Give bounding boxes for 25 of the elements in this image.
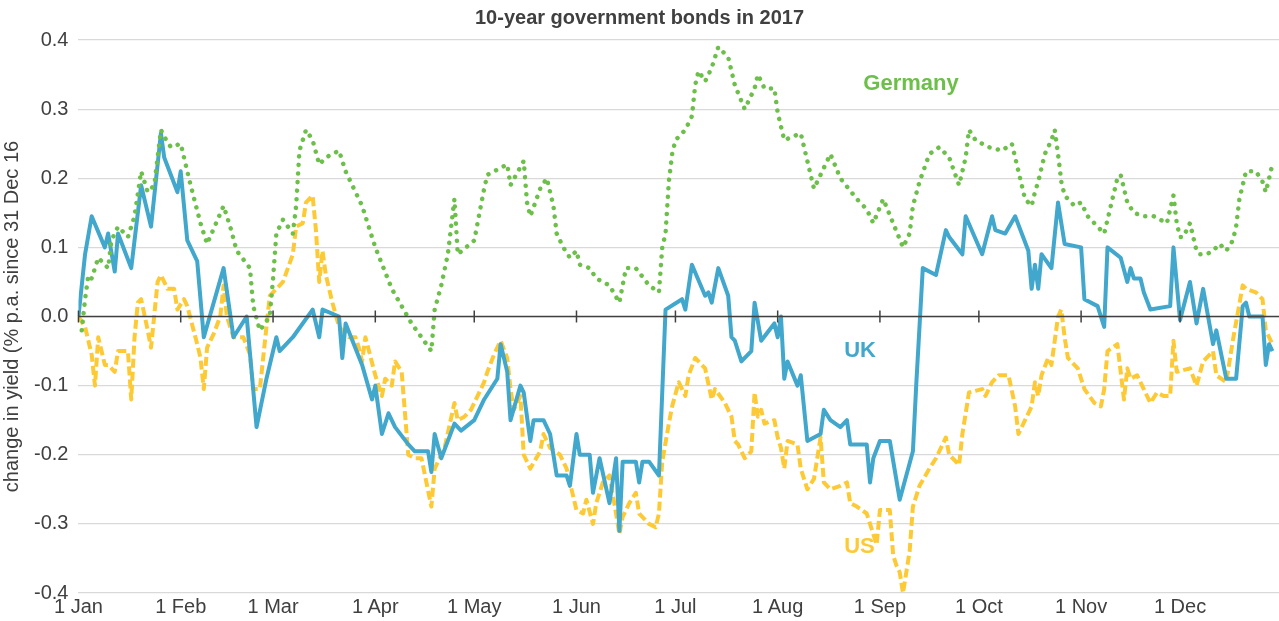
y-tick-label: 0.3 (40, 96, 69, 119)
y-tick-label: -0.3 (33, 511, 69, 534)
x-tick-label: 1 Jul (654, 594, 697, 617)
chart-title: 10-year government bonds in 2017 (474, 5, 805, 28)
y-tick-label: 0.1 (40, 234, 69, 257)
x-tick-label: 1 Mar (247, 594, 299, 617)
y-tick-label: -0.2 (33, 442, 69, 465)
y-tick-label: 0.2 (40, 165, 69, 188)
series-label: Germany (863, 69, 960, 95)
series-label: UK (844, 336, 877, 362)
y-tick-label: -0.1 (33, 373, 69, 396)
x-tick-label: 1 Dec (1153, 594, 1207, 617)
x-tick-label: 1 Apr (351, 594, 399, 617)
x-tick-label: 1 May (447, 594, 502, 617)
x-tick-label: 1 Oct (954, 594, 1004, 617)
y-axis-title: change in yield (% p.a. since 31 Dec 16 (0, 140, 22, 493)
x-tick-label: 1 Sep (853, 594, 907, 617)
line-series (78, 193, 1275, 593)
x-tick-label: 1 Feb (155, 594, 207, 617)
x-tick-label: 1 Aug (752, 594, 804, 617)
x-tick-label: 1 Jun (552, 594, 601, 617)
y-tick-label: 0.0 (40, 304, 69, 327)
y-tick-label: 0.4 (40, 27, 69, 50)
x-tick-label: 1 Nov (1054, 594, 1108, 617)
series-label: US (844, 532, 875, 558)
